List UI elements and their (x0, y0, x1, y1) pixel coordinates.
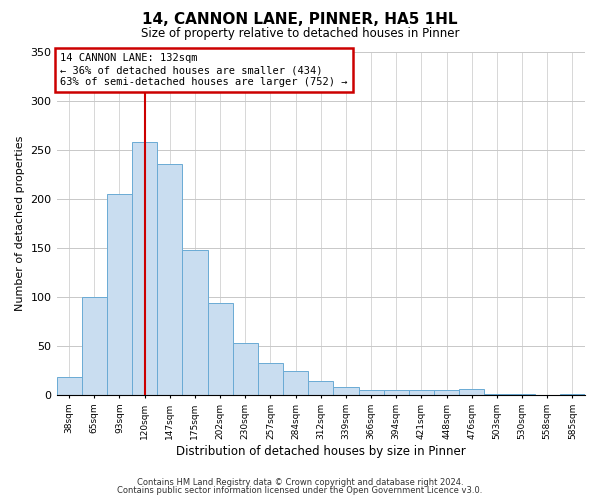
Text: 14, CANNON LANE, PINNER, HA5 1HL: 14, CANNON LANE, PINNER, HA5 1HL (142, 12, 458, 28)
Text: Size of property relative to detached houses in Pinner: Size of property relative to detached ho… (141, 28, 459, 40)
Bar (308, 381, 334, 395)
X-axis label: Distribution of detached houses by size in Pinner: Distribution of detached houses by size … (176, 444, 466, 458)
Bar (560, 394, 585, 395)
Bar (409, 390, 434, 395)
Bar (509, 394, 535, 395)
Bar (208, 302, 233, 395)
Text: 14 CANNON LANE: 132sqm
← 36% of detached houses are smaller (434)
63% of semi-de: 14 CANNON LANE: 132sqm ← 36% of detached… (61, 54, 348, 86)
Bar (258, 362, 283, 395)
Bar (107, 194, 132, 395)
Bar (157, 164, 182, 395)
Y-axis label: Number of detached properties: Number of detached properties (15, 136, 25, 311)
Bar (383, 390, 409, 395)
Text: Contains public sector information licensed under the Open Government Licence v3: Contains public sector information licen… (118, 486, 482, 495)
Bar (459, 389, 484, 395)
Bar (56, 378, 82, 395)
Bar (283, 372, 308, 395)
Bar (359, 390, 383, 395)
Bar (233, 343, 258, 395)
Bar (182, 250, 208, 395)
Bar (82, 297, 107, 395)
Bar (132, 142, 157, 395)
Bar (484, 394, 509, 395)
Bar (334, 387, 359, 395)
Text: Contains HM Land Registry data © Crown copyright and database right 2024.: Contains HM Land Registry data © Crown c… (137, 478, 463, 487)
Bar (434, 390, 459, 395)
